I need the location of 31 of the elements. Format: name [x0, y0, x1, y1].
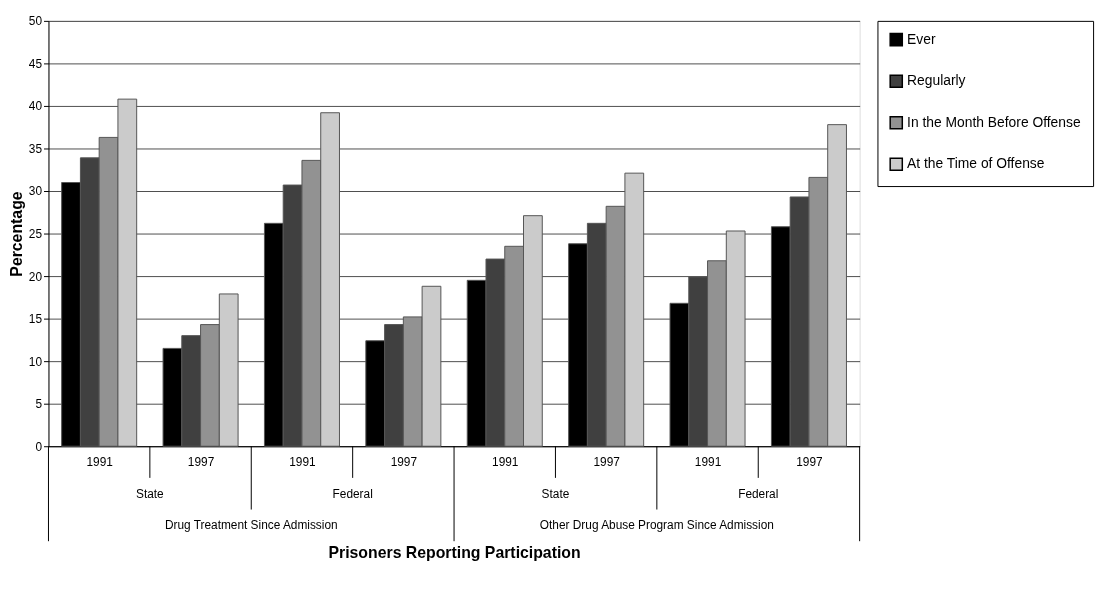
y-tick-label: 50 [28, 14, 43, 29]
x-axis-title: Prisoners Reporting Participation [328, 543, 581, 561]
y-axis-title: Percentage [7, 191, 25, 277]
legend-label: At the Time of Offense [907, 155, 1045, 172]
y-tick-label: 35 [28, 141, 43, 156]
legend-label: Ever [907, 30, 936, 47]
text: State [136, 486, 165, 501]
y-tick-label: 0 [35, 439, 43, 454]
x-tick-label: 1997 [187, 454, 215, 469]
legend-label: In the Month Before Offense [907, 113, 1081, 130]
x-tick-label: 1997 [593, 454, 620, 469]
y-tick-label: 40 [28, 99, 43, 114]
x-tick-label: 1991 [86, 454, 114, 469]
x-tick-label: 1997 [796, 454, 823, 469]
text: Federal [738, 486, 779, 501]
x-tick-label: 1991 [289, 454, 317, 469]
x-tick-label: 1991 [492, 454, 519, 469]
x-tick-label: 1991 [694, 454, 722, 469]
text: Drug Treatment Since Admission [164, 518, 338, 533]
text: Other Drug Abuse Program Since Admission [539, 518, 774, 533]
y-tick-label: 5 [35, 397, 43, 412]
y-tick-label: 20 [28, 269, 43, 284]
y-tick-label: 15 [28, 312, 43, 327]
legend-label: Regularly [907, 72, 966, 89]
text: Federal [332, 486, 373, 501]
y-tick-label: 30 [28, 184, 43, 199]
text: State [541, 486, 570, 501]
x-tick-label: 1997 [390, 454, 418, 469]
y-tick-label: 10 [28, 354, 43, 369]
y-tick-label: 25 [28, 227, 43, 241]
y-tick-label: 45 [28, 56, 43, 71]
